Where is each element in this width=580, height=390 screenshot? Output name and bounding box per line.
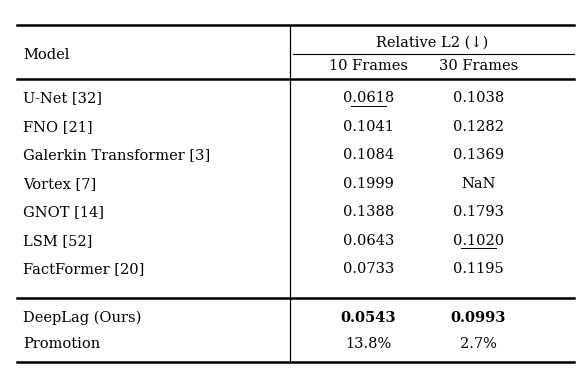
- Text: 0.0543: 0.0543: [340, 311, 396, 325]
- Text: 30 Frames: 30 Frames: [439, 59, 518, 73]
- Text: Model: Model: [23, 48, 70, 62]
- Text: DeepLag (Ours): DeepLag (Ours): [23, 311, 142, 325]
- Text: 0.1041: 0.1041: [343, 120, 394, 134]
- Text: Relative L2 (↓): Relative L2 (↓): [376, 36, 488, 50]
- Text: 0.0618: 0.0618: [343, 91, 394, 105]
- Text: 0.1388: 0.1388: [343, 205, 394, 219]
- Text: 0.1038: 0.1038: [453, 91, 504, 105]
- Text: 0.0643: 0.0643: [343, 234, 394, 248]
- Text: Promotion: Promotion: [23, 337, 100, 351]
- Text: FNO [21]: FNO [21]: [23, 120, 93, 134]
- Text: 0.1282: 0.1282: [453, 120, 504, 134]
- Text: 0.1195: 0.1195: [453, 262, 504, 276]
- Text: 0.1020: 0.1020: [453, 234, 504, 248]
- Text: LSM [52]: LSM [52]: [23, 234, 93, 248]
- Text: 0.1369: 0.1369: [453, 148, 504, 162]
- Text: 2.7%: 2.7%: [460, 337, 497, 351]
- Text: 13.8%: 13.8%: [345, 337, 392, 351]
- Text: 10 Frames: 10 Frames: [329, 59, 408, 73]
- Text: 0.0993: 0.0993: [451, 311, 506, 325]
- Text: 0.0733: 0.0733: [343, 262, 394, 276]
- Text: 0.1793: 0.1793: [453, 205, 504, 219]
- Text: Vortex [7]: Vortex [7]: [23, 177, 96, 191]
- Text: Galerkin Transformer [3]: Galerkin Transformer [3]: [23, 148, 211, 162]
- Text: FactFormer [20]: FactFormer [20]: [23, 262, 144, 276]
- Text: GNOT [14]: GNOT [14]: [23, 205, 104, 219]
- Text: NaN: NaN: [461, 177, 496, 191]
- Text: U-Net [32]: U-Net [32]: [23, 91, 102, 105]
- Text: 0.1084: 0.1084: [343, 148, 394, 162]
- Text: 0.1999: 0.1999: [343, 177, 394, 191]
